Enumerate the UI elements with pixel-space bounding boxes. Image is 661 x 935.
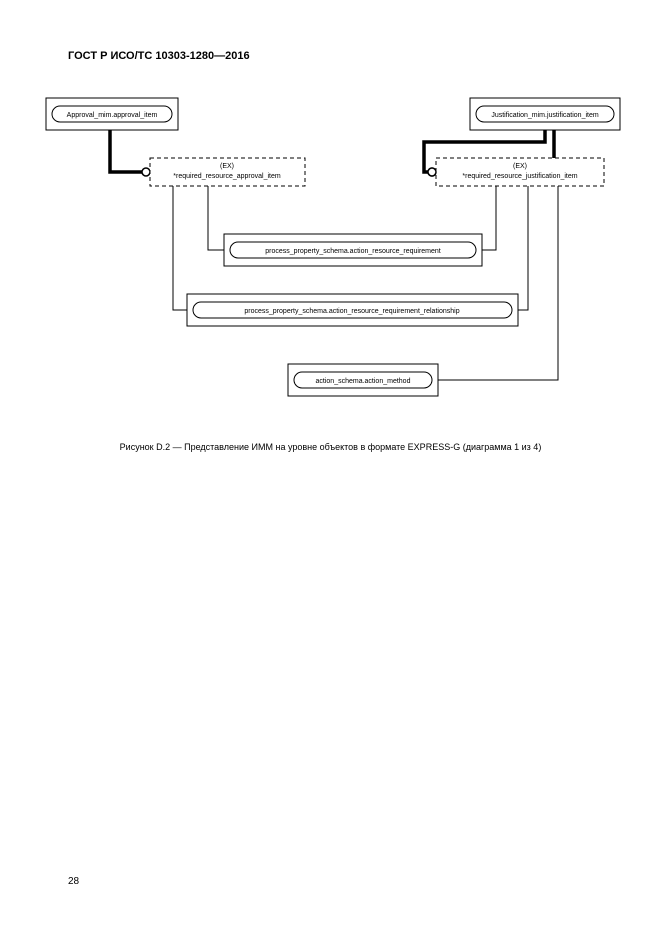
edge-n4-n6 bbox=[518, 185, 528, 310]
n5-label: process_property_schema.action_resource_… bbox=[265, 248, 441, 255]
n6-label: process_property_schema.action_resource_… bbox=[244, 308, 459, 315]
page-number: 28 bbox=[68, 876, 79, 887]
n4-l2: *required_resource_justification_item bbox=[462, 173, 577, 180]
n1-label: Approval_mim.approval_item bbox=[67, 112, 158, 119]
conn-dot bbox=[142, 168, 150, 176]
n2-label: Justification_mim.justification_item bbox=[491, 112, 599, 119]
node-justification-mim: Justification_mim.justification_item bbox=[470, 98, 620, 130]
n4-l1: (EX) bbox=[513, 163, 527, 170]
node-action-resource-req-rel: process_property_schema.action_resource_… bbox=[187, 294, 518, 326]
node-action-resource-req: process_property_schema.action_resource_… bbox=[224, 234, 482, 266]
doc-header: ГОСТ Р ИСО/ТС 10303-1280—2016 bbox=[68, 50, 250, 62]
node-req-justification: (EX) *required_resource_justification_it… bbox=[436, 158, 604, 186]
edge-n4-n5 bbox=[482, 185, 496, 250]
n3-l2: *required_resource_approval_item bbox=[173, 173, 281, 180]
figure-caption: Рисунок D.2 — Представление ИММ на уровн… bbox=[0, 442, 661, 452]
edge-n4-n7 bbox=[438, 185, 558, 380]
dot-n4 bbox=[428, 168, 436, 176]
node-approval-mim: Approval_mim.approval_item bbox=[46, 98, 178, 130]
n7-label: action_schema.action_method bbox=[316, 378, 411, 385]
edge-n1-n3 bbox=[110, 130, 146, 172]
edge-n3-n5 bbox=[208, 185, 224, 250]
n3-l1: (EX) bbox=[220, 163, 234, 170]
edge-n3-n6 bbox=[173, 185, 187, 310]
node-req-approval: (EX) *required_resource_approval_item bbox=[150, 158, 305, 186]
node-action-method: action_schema.action_method bbox=[288, 364, 438, 396]
express-g-diagram: Approval_mim.approval_item Justification… bbox=[38, 90, 623, 440]
